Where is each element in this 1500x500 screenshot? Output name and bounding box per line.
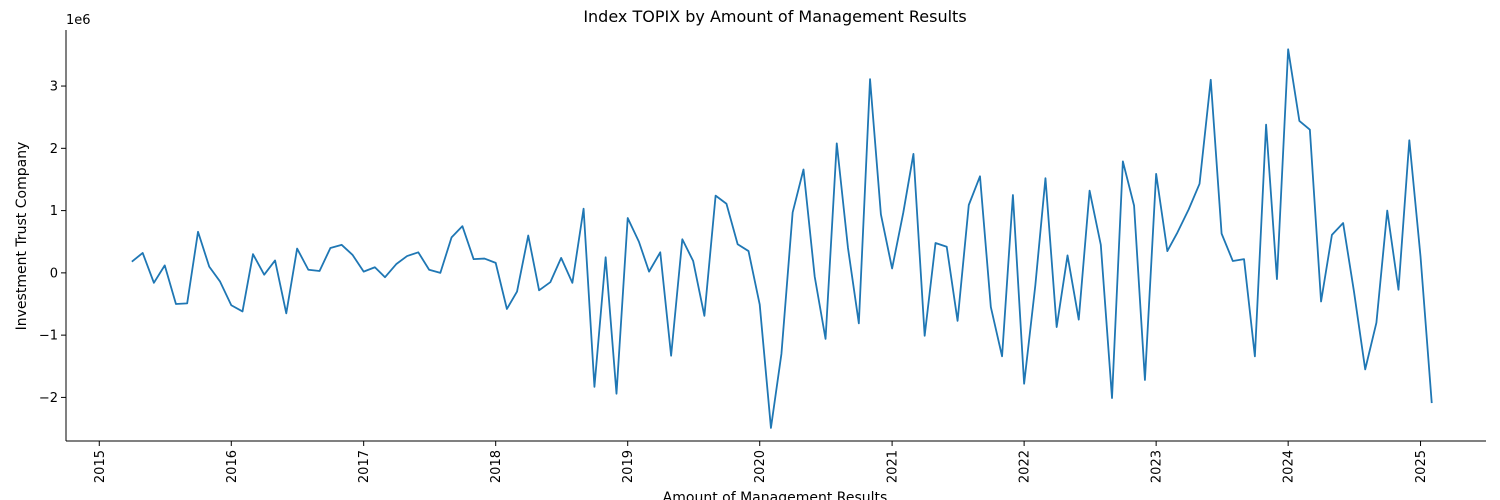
y-tick-label: 1 <box>50 204 58 219</box>
y-tick-label: 0 <box>50 266 58 281</box>
chart-title: Index TOPIX by Amount of Management Resu… <box>583 7 966 26</box>
x-tick-label: 2016 <box>225 450 240 483</box>
x-tick-label: 2017 <box>357 450 372 483</box>
x-tick-label: 2021 <box>886 450 901 483</box>
x-tick-label: 2020 <box>753 450 768 483</box>
x-tick-label: 2022 <box>1018 450 1033 483</box>
y-tick-label: −2 <box>39 391 58 406</box>
x-axis-label: Amount of Management Results <box>663 490 888 500</box>
x-tick-label: 2018 <box>489 450 504 483</box>
plot-area: −2 −1 0 1 2 3 2015 2016 2017 2018 2019 2020 2021 2022… <box>39 30 1486 483</box>
y-tick-label: 2 <box>50 142 58 157</box>
x-tick-label: 2019 <box>621 450 636 483</box>
x-tick-label: 2015 <box>93 450 108 483</box>
x-tick-label: 2023 <box>1150 450 1165 483</box>
y-axis-offset-label: 1e6 <box>66 13 91 28</box>
y-tick-label: 3 <box>50 80 58 95</box>
y-tick-label: −1 <box>39 329 58 344</box>
y-axis-label: Investment Trust Company <box>14 142 30 331</box>
series-line <box>131 48 1433 429</box>
x-tick-label: 2024 <box>1282 450 1297 483</box>
x-tick-label: 2025 <box>1414 450 1429 483</box>
